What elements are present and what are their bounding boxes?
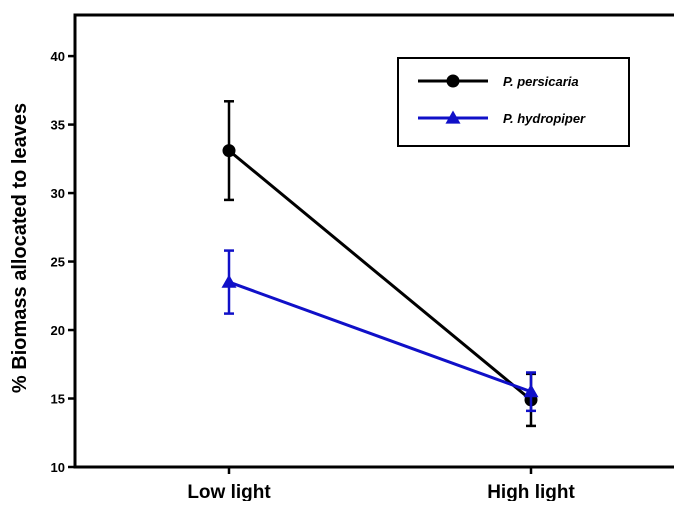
y-tick-label: 15 (51, 392, 65, 407)
data-point (523, 384, 539, 398)
y-tick-label: 30 (51, 186, 65, 201)
legend-marker (446, 74, 460, 88)
data-point (222, 144, 236, 158)
data-point (221, 274, 237, 288)
series-2 (221, 249, 539, 413)
legend-label: P. hydropiper (503, 111, 586, 126)
legend: P. persicaria P. hydropiper (397, 57, 630, 147)
series-line (228, 149, 532, 402)
y-tick-label: 35 (51, 118, 65, 133)
axes: 10 15 20 25 30 35 40 Low light High light (51, 13, 674, 503)
y-axis-title: % Biomass allocated to leaves (9, 103, 31, 393)
y-tick-label: 40 (51, 49, 65, 64)
legend-box (397, 57, 630, 147)
legend-label: P. persicaria (503, 74, 579, 89)
x-tick-label: Low light (187, 482, 271, 501)
y-tick-label: 25 (51, 255, 65, 270)
legend-marker (445, 110, 461, 124)
x-tick-label: High light (487, 482, 575, 501)
y-tick-label: 10 (51, 460, 65, 475)
y-tick-label: 20 (51, 323, 65, 338)
series-layer (221, 100, 539, 428)
legend-item: P. hydropiper (418, 110, 586, 126)
series-line (228, 280, 532, 394)
legend-item: P. persicaria (418, 74, 579, 89)
